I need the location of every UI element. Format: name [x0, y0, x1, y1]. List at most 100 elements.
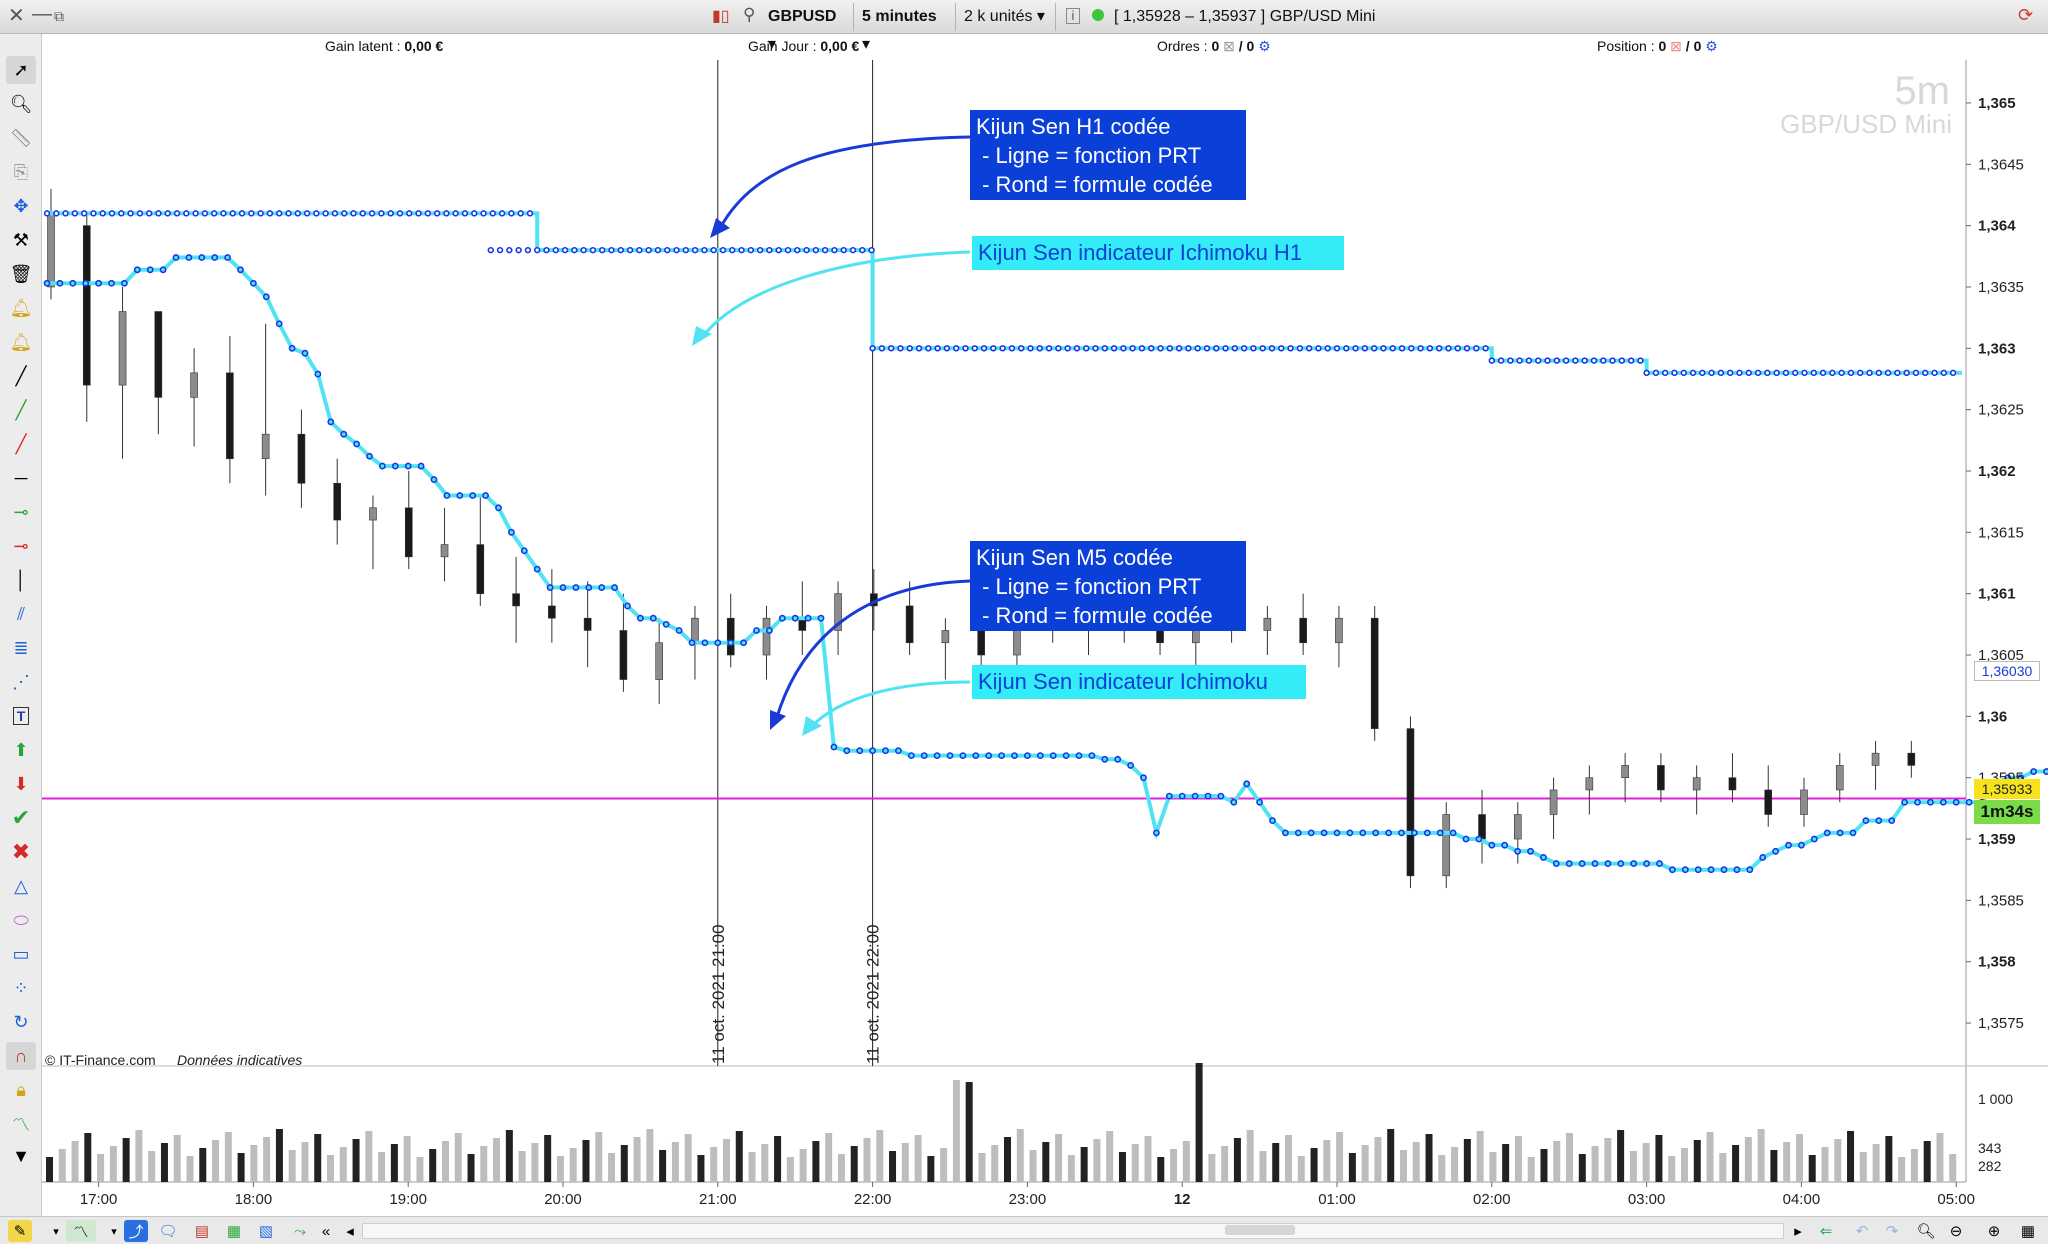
gear-icon[interactable]: ⚙	[1705, 38, 1718, 54]
volume-bar	[1604, 1138, 1612, 1182]
kijun-h1-dot	[43, 210, 51, 217]
horizontal-scrollbar[interactable]	[362, 1223, 1784, 1239]
close-position-icon[interactable]: ⊠	[1670, 38, 1682, 54]
tools-icon[interactable]: ⚒	[12, 229, 30, 250]
text-icon[interactable]: T	[6, 702, 36, 730]
horizontal-line-icon[interactable]: ─	[14, 467, 28, 488]
volume-bar	[825, 1133, 833, 1182]
alert-line-icon[interactable]: 🔔︎	[9, 297, 33, 318]
kijun-h1-dot	[887, 345, 895, 352]
vertical-line-icon[interactable]: │	[15, 569, 27, 590]
kijun-h1-dot	[90, 210, 97, 217]
double-left-icon[interactable]: «	[321, 1222, 331, 1240]
alert-icon[interactable]: 🔔︎	[9, 331, 33, 352]
gear-icon[interactable]: ⚙	[1258, 38, 1271, 54]
kijun-m5-dot	[572, 584, 580, 591]
fibonacci-icon[interactable]: ≣	[13, 637, 29, 658]
kijun-h1-dot	[1726, 369, 1734, 377]
info-icon[interactable]: i	[1066, 8, 1080, 24]
candlestick-icon[interactable]: ▮▯	[712, 8, 730, 25]
trendline-icon[interactable]: ╱	[15, 365, 27, 386]
red-line-icon[interactable]: ╱	[15, 433, 27, 454]
minimize-icon[interactable]: —	[32, 3, 52, 25]
price-chart[interactable]: 11 oct. 2021 21:00 11 oct. 2021 22:00 1,3…	[0, 0, 2048, 1216]
indicator-icon[interactable]: 〽	[12, 1115, 30, 1135]
move-icon[interactable]: ✥	[13, 195, 29, 216]
units-selector[interactable]: 2 k unités ▾	[956, 3, 1056, 31]
volume-bar	[250, 1145, 258, 1182]
close-icon[interactable]: ✕	[8, 5, 25, 27]
kijun-h1-dot	[1083, 345, 1090, 352]
kijun-h1-dot	[812, 246, 820, 254]
kijun-h1-dot	[487, 246, 494, 254]
lock-icon[interactable]: 🔒︎	[16, 1079, 26, 1100]
volume-bar	[493, 1138, 501, 1182]
chat-icon[interactable]: 🗨︎	[158, 1223, 178, 1240]
triangle-icon[interactable]: △	[14, 875, 28, 896]
arrow-up-icon[interactable]: ⬆	[13, 739, 29, 760]
candle-body	[1621, 765, 1629, 778]
screener-icon[interactable]: ▧	[258, 1223, 274, 1240]
kijun-h1-dot	[766, 246, 773, 254]
cancel-orders-icon[interactable]: ⊠	[1223, 38, 1235, 54]
chart-type-icon[interactable]: 〽	[66, 1220, 96, 1242]
trend-icon[interactable]: ⤳	[293, 1222, 306, 1240]
redo-icon[interactable]: ↷	[1885, 1223, 1899, 1240]
kijun-h1-dot	[849, 246, 857, 254]
list-icon[interactable]: ▤	[194, 1223, 210, 1240]
chevron-down-icon[interactable]: ▾	[53, 1225, 59, 1238]
ellipse-icon[interactable]: ⬭	[13, 909, 29, 930]
scroll-right-icon[interactable]: ▸	[1794, 1223, 1802, 1240]
volume-bar	[1195, 1063, 1203, 1182]
rectangle-icon[interactable]: ▭	[12, 943, 30, 964]
scroll-left-icon[interactable]: ◂	[346, 1223, 354, 1240]
pointer-icon[interactable]: ➚	[6, 56, 36, 84]
copy-icon[interactable]: ⎘	[13, 161, 29, 182]
scrollbar-thumb[interactable]	[1225, 1225, 1295, 1235]
volume-bar	[710, 1147, 718, 1182]
go-latest-icon[interactable]: ⇐	[1819, 1223, 1833, 1240]
kijun-h1-dot	[515, 246, 522, 254]
horizontal-ray-red-icon[interactable]: ⊸	[13, 535, 29, 556]
restore-icon[interactable]: ⧉	[54, 8, 64, 24]
green-line-icon[interactable]: ╱	[15, 399, 27, 420]
horizontal-ray-icon[interactable]: ⊸	[13, 501, 29, 522]
check-icon[interactable]: ✔	[11, 805, 31, 830]
zoom-out-icon[interactable]: ⊖	[1949, 1223, 1963, 1240]
magnet-icon[interactable]: ∩	[6, 1042, 36, 1070]
price-tick-label: 1,3615	[1978, 524, 2024, 541]
zoom-fit-icon[interactable]: 🔍︎	[1916, 1223, 1936, 1240]
kijun-m5-dot	[1282, 829, 1289, 837]
kijun-m5-dot	[391, 462, 399, 470]
cross-icon[interactable]: ✖	[11, 839, 31, 864]
chevron-down-icon[interactable]: ▾	[111, 1225, 117, 1238]
symbol-selector[interactable]: GBPUSD ▾	[760, 3, 854, 53]
zoom-in-icon[interactable]: ⊕	[1987, 1223, 2001, 1240]
chain-link-icon[interactable]: ⚲	[743, 5, 756, 24]
kijun-m5-dot	[1604, 860, 1612, 867]
kijun-h1-dot	[1213, 345, 1220, 352]
kijun-m5-dot	[1114, 755, 1122, 763]
volume-bar	[1834, 1139, 1842, 1182]
share-icon[interactable]: ⤴	[124, 1220, 148, 1242]
arrow-down-icon[interactable]: ⬇	[13, 773, 29, 794]
refresh-icon[interactable]: ⟳	[2018, 5, 2034, 25]
zoom-icon[interactable]: 🔍︎	[9, 93, 33, 114]
cycle-icon[interactable]: ↻	[13, 1011, 29, 1032]
orders-icon[interactable]: ▦	[226, 1223, 242, 1240]
fan-icon[interactable]: ⋰	[12, 671, 30, 692]
kijun-m5-dot	[817, 614, 825, 622]
undo-icon[interactable]: ↶	[1855, 1223, 1869, 1240]
collapse-down-icon[interactable]: ▼	[12, 1145, 30, 1166]
channel-icon[interactable]: ⫽	[16, 603, 26, 624]
trash-icon[interactable]: 🗑︎	[9, 263, 33, 284]
grid-icon[interactable]: ▦	[2020, 1223, 2036, 1240]
kijun-m5-dot	[1320, 829, 1328, 837]
ruler-icon[interactable]: 📏︎	[9, 127, 33, 148]
volume-bar	[1055, 1134, 1063, 1182]
timeframe-selector[interactable]: 5 minutes ▾	[854, 3, 956, 53]
points-icon[interactable]: ⁘	[13, 977, 29, 998]
edit-icon[interactable]: ✎	[8, 1220, 32, 1242]
kijun-m5-dot	[1591, 860, 1599, 867]
kijun-m5-dot	[791, 614, 799, 622]
